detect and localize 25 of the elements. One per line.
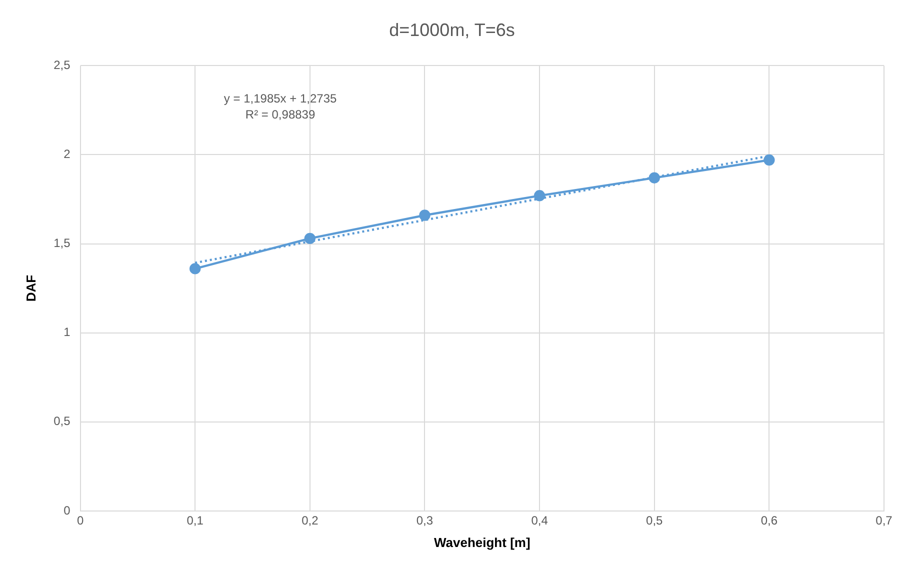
point	[534, 190, 546, 202]
annotation: y = 1,1985x + 1,2735	[224, 92, 337, 106]
x-tick-label: 0,3	[416, 514, 434, 528]
point	[304, 232, 316, 244]
y-tick-label: 0	[64, 503, 71, 518]
y-axis-title: DAF	[23, 274, 38, 302]
y-tick-label: 0,5	[54, 414, 71, 428]
point	[419, 210, 430, 221]
x-tick-label: 0,5	[646, 514, 664, 528]
point	[764, 154, 775, 166]
x-tick-label: 0,1	[186, 514, 204, 528]
y-tick-label: 1,5	[54, 236, 71, 250]
x-tick-label: 0,4	[531, 514, 548, 528]
x-tick-label: 0	[76, 514, 84, 528]
annotation: R² = 0,98839	[245, 108, 316, 122]
point	[190, 263, 201, 274]
chart-title: d=1000m, T=6s	[389, 20, 515, 40]
x-tick-label: 0,2	[302, 514, 319, 528]
point	[648, 172, 660, 184]
y-tick-label: 2,5	[54, 58, 71, 72]
x-tick-label: 0,6	[760, 514, 778, 528]
y-tick-label: 1	[64, 325, 71, 340]
x-tick-label: 0,7	[876, 514, 893, 528]
x-axis-title: Waveheight [m]	[434, 534, 530, 550]
y-tick-label: 2	[64, 146, 71, 161]
